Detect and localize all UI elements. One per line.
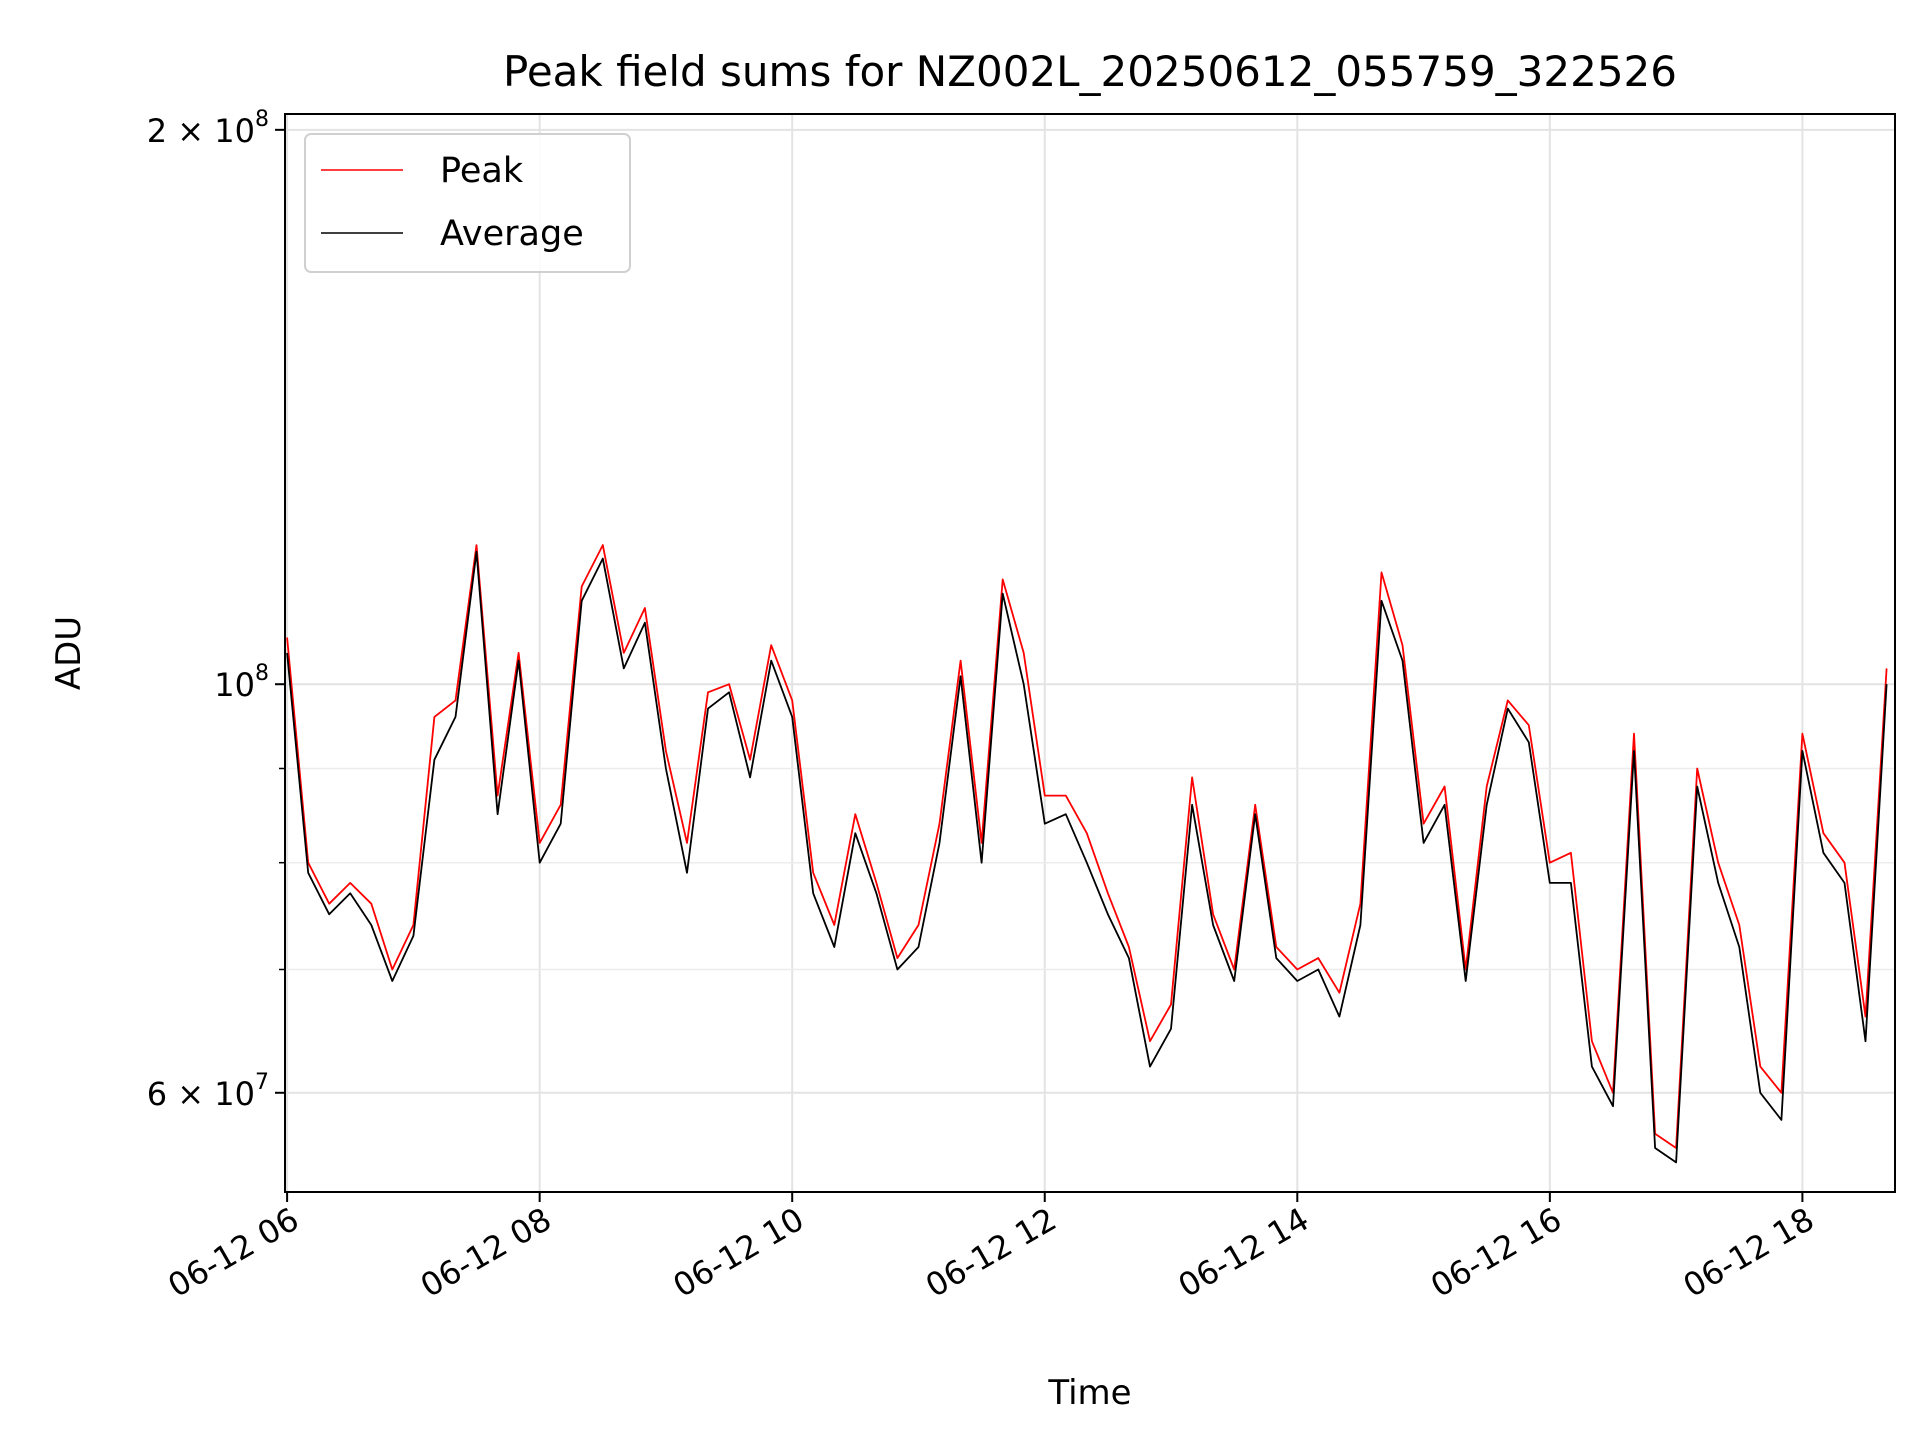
y-tick-label: 2 × 108 [147,107,269,150]
y-tick-label: 108 [214,661,269,704]
series-line-average [286,550,1888,1164]
x-tick-label: 06-12 06 [162,1200,306,1305]
plot-frame [284,113,1896,1193]
grid-lines [285,114,1895,1192]
x-tick-label: 06-12 18 [1677,1200,1821,1305]
axis-ticks: 06-12 06 06-12 08 06-12 10 06-12 12 06-12 14… [147,107,1821,1305]
x-tick-label: 06-12 12 [919,1200,1063,1305]
x-axis-title: Time [1047,1373,1131,1413]
legend-label-average: Average [440,214,584,254]
x-tick-label: 06-12 10 [667,1200,811,1305]
x-tick-label: 06-12 08 [414,1200,558,1305]
legend-box [304,133,631,273]
y-axis-title: ADU [49,616,89,690]
x-tick-label: 06-12 14 [1172,1200,1316,1305]
y-tick-label: 6 × 107 [147,1070,269,1113]
series-line-peak [286,544,1888,1149]
x-tick-label: 06-12 16 [1424,1200,1568,1305]
legend-label-peak: Peak [440,151,524,191]
legend: Peak Average [304,133,631,273]
plot-series [286,544,1888,1164]
chart-title: Peak field sums for NZ002L_20250612_0557… [503,47,1677,96]
